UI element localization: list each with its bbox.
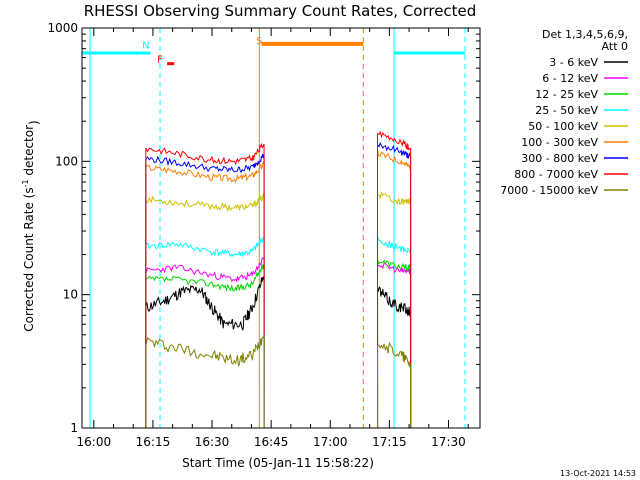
y-tick-label: 1 xyxy=(70,421,78,435)
series-line xyxy=(145,160,265,429)
series-line xyxy=(376,142,412,429)
y-tick-label: 100 xyxy=(55,154,78,168)
legend-entry-label: 100 - 300 keV xyxy=(521,136,598,149)
legend-entry-label: 300 - 800 keV xyxy=(521,152,598,165)
legend-entry-label: 6 - 12 keV xyxy=(542,72,598,85)
legend-entry-label: 800 - 7000 keV xyxy=(514,168,598,181)
legend-entry-label: 50 - 100 keV xyxy=(528,120,598,133)
series-line xyxy=(145,255,265,429)
series-line xyxy=(145,153,265,429)
legend-header: Det 1,3,4,5,6,9, xyxy=(542,28,628,41)
x-tick-label: 16:00 xyxy=(77,435,112,449)
legend-header: Att 0 xyxy=(602,40,628,53)
series-line xyxy=(145,193,265,429)
series-line xyxy=(377,236,412,429)
plot-frame xyxy=(81,27,481,429)
y-tick-label: 10 xyxy=(63,288,78,302)
x-tick-label: 17:15 xyxy=(372,435,407,449)
series-line xyxy=(376,130,412,429)
plot-area: NF S xyxy=(82,28,466,429)
series-line xyxy=(145,142,265,429)
series-line xyxy=(377,286,412,429)
series-line xyxy=(377,150,412,429)
series-line xyxy=(145,275,265,429)
x-tick-label: 16:45 xyxy=(254,435,289,449)
series-line xyxy=(377,259,412,429)
flag-label: N xyxy=(142,41,149,52)
flag-label: F xyxy=(157,55,163,66)
legend: Det 1,3,4,5,6,9,Att 0 3 - 6 keV 6 - 12 keV… xyxy=(500,28,628,197)
x-axis-label: Start Time (05-Jan-11 15:58:22) xyxy=(182,456,374,470)
series-line xyxy=(145,334,265,429)
series-line xyxy=(145,263,265,429)
chart-title: RHESSI Observing Summary Count Rates, Co… xyxy=(84,2,477,20)
legend-entry-label: 25 - 50 keV xyxy=(535,104,598,117)
legend-entry-label: 3 - 6 keV xyxy=(549,56,598,69)
footer-timestamp: 13-Oct-2021 14:53 xyxy=(560,469,636,478)
x-tick-label: 17:00 xyxy=(313,435,348,449)
legend-entry-label: 7000 - 15000 keV xyxy=(500,184,598,197)
series-line xyxy=(376,342,412,429)
y-axis-label: Corrected Count Rate (s-1 detector) xyxy=(21,120,41,331)
axes: 1 10 100 1000 16:00 16:15 16:30 16:45 17:00 17:15… xyxy=(47,21,481,449)
series-line xyxy=(376,191,412,429)
x-tick-label: 16:15 xyxy=(136,435,171,449)
x-tick-label: 16:30 xyxy=(195,435,230,449)
x-tick-label: 17:30 xyxy=(431,435,466,449)
flag-label: S xyxy=(256,36,262,47)
series-line xyxy=(145,236,265,429)
legend-entry-label: 12 - 25 keV xyxy=(535,88,598,101)
y-tick-label: 1000 xyxy=(47,21,78,35)
